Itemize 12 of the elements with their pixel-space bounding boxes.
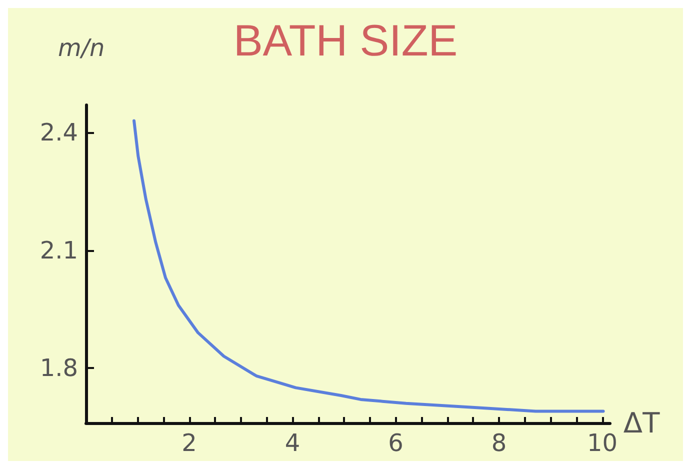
line-series [132, 119, 605, 413]
y-tick-label: 2.1 [40, 236, 78, 264]
y-tick-label: 1.8 [40, 354, 78, 382]
x-tick-label: 2 [182, 429, 197, 457]
x-tick-label: 6 [388, 429, 404, 457]
chart-title: BATH SIZE [233, 16, 458, 66]
x-tick-label: 4 [284, 429, 300, 457]
x-tick-label: 10 [586, 429, 618, 457]
x-axis-title: ΔT [623, 406, 661, 440]
x-tick-label: 8 [491, 429, 507, 457]
y-axis-title: m/n [58, 34, 105, 62]
y-tick-label: 2.4 [40, 118, 78, 146]
